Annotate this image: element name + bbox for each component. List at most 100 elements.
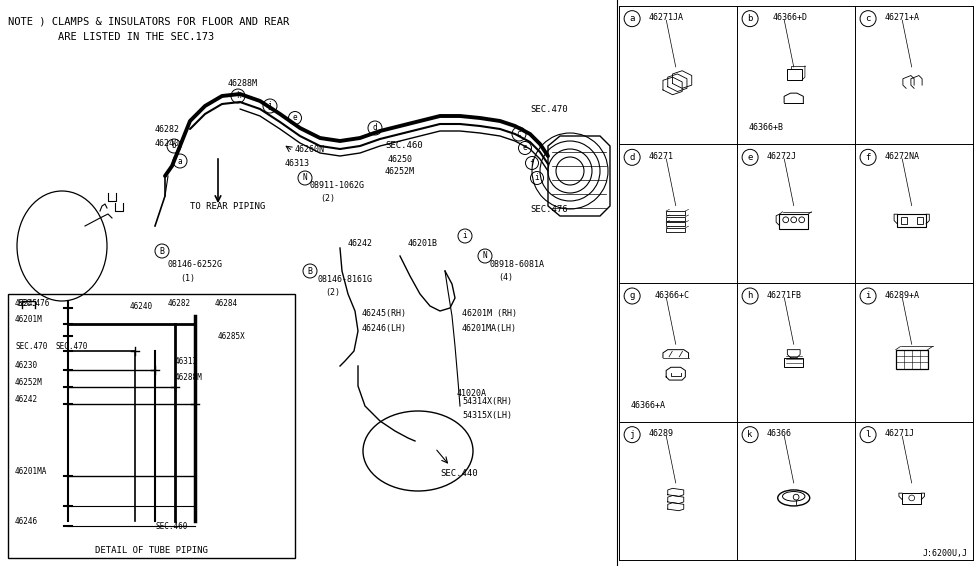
Text: 46313: 46313 [285,159,310,168]
Text: J:6200U,J: J:6200U,J [923,549,968,558]
Text: 46366+B: 46366+B [749,123,784,132]
Text: B: B [307,267,313,276]
Text: e: e [748,153,753,162]
Text: i: i [534,174,539,182]
Text: a: a [177,157,182,165]
Text: 46201B: 46201B [408,239,438,248]
Text: 46366+C: 46366+C [654,290,689,299]
Text: 54314X(RH): 54314X(RH) [462,397,512,406]
Text: (4): (4) [498,273,513,282]
Text: b: b [172,142,176,151]
Text: (2): (2) [320,194,335,203]
Text: d: d [372,123,377,132]
Text: DETAIL OF TUBE PIPING: DETAIL OF TUBE PIPING [96,546,208,555]
Text: 46366+A: 46366+A [631,401,666,410]
Text: 46252M: 46252M [15,378,43,387]
Bar [896,350,927,369]
Text: 46289: 46289 [648,429,674,438]
Text: j: j [268,101,272,110]
Text: 46245(RH): 46245(RH) [362,309,407,318]
Text: 46242: 46242 [15,395,38,404]
Text: SEC.440: SEC.440 [440,469,478,478]
Text: 46242: 46242 [348,239,373,248]
Text: 46201MA: 46201MA [15,467,48,476]
Text: 46282: 46282 [168,299,191,308]
Text: 46250: 46250 [388,155,413,164]
Text: SEC.470: SEC.470 [530,105,567,114]
Text: SEC.470: SEC.470 [15,342,48,351]
Text: SEC.470: SEC.470 [55,342,88,351]
Text: SEC.460: SEC.460 [385,141,422,150]
Text: 41020A: 41020A [457,389,487,398]
Text: i: i [463,231,467,241]
Text: 46246(LH): 46246(LH) [362,324,407,333]
Text: 46201MA(LH): 46201MA(LH) [462,324,517,333]
Text: 46201M: 46201M [15,315,43,324]
Text: f: f [529,158,534,168]
Text: i: i [866,291,871,301]
Text: e: e [292,114,297,122]
Bar [784,358,803,367]
Bar [666,228,685,232]
Text: 08146-6252G: 08146-6252G [168,260,223,269]
Text: N: N [302,174,307,182]
Text: (2): (2) [325,288,340,297]
Text: 46271: 46271 [648,152,674,161]
Text: 46271+A: 46271+A [884,13,919,22]
Text: a: a [630,14,635,23]
Text: 08918-6081A: 08918-6081A [490,260,545,269]
Text: 46271FB: 46271FB [766,290,801,299]
Text: e: e [523,144,527,152]
Text: SEC.460: SEC.460 [155,522,187,531]
Bar [916,217,923,224]
Text: 46240: 46240 [130,302,153,311]
Text: 46285X: 46285X [218,332,246,341]
Text: 46282: 46282 [155,125,180,134]
Text: B: B [160,247,165,255]
Bar [897,214,926,227]
Text: 46272NA: 46272NA [884,152,919,161]
Bar [901,217,907,224]
Text: 46230: 46230 [15,361,38,370]
Text: 46288M: 46288M [175,373,203,382]
Text: 46240: 46240 [155,139,180,148]
Bar [8,294,295,558]
Text: 46245: 46245 [15,299,38,308]
Text: 46246: 46246 [15,517,38,526]
Text: f: f [866,153,871,162]
Text: 46260N: 46260N [295,145,325,154]
Bar [788,69,801,80]
Text: 46271J: 46271J [884,429,915,438]
Text: k: k [748,430,753,439]
Text: d: d [630,153,635,162]
Text: j: j [630,430,635,439]
Text: 46366: 46366 [766,429,792,438]
Text: c: c [517,130,522,139]
Text: 08911-1062G: 08911-1062G [310,181,365,190]
Text: g: g [630,291,635,301]
Text: 46271JA: 46271JA [648,13,683,22]
Text: 46201M (RH): 46201M (RH) [462,309,517,318]
Text: 46313: 46313 [175,357,198,366]
Bar [779,214,808,229]
Bar [902,493,921,504]
Text: NOTE ) CLAMPS & INSULATORS FOR FLOOR AND REAR: NOTE ) CLAMPS & INSULATORS FOR FLOOR AND… [8,16,290,26]
Bar [666,222,685,226]
Text: 08146-8161G: 08146-8161G [317,275,372,284]
Text: 46272J: 46272J [766,152,797,161]
Text: l: l [866,430,871,439]
Bar [666,217,685,221]
Text: k: k [236,92,240,101]
Text: 46366+D: 46366+D [772,13,807,22]
Text: 54315X(LH): 54315X(LH) [462,411,512,420]
Text: c: c [866,14,871,23]
Text: N: N [483,251,488,260]
Bar [666,211,685,215]
Text: 46288M: 46288M [228,79,258,88]
Text: h: h [748,291,753,301]
Text: (1): (1) [180,274,195,283]
Text: ARE LISTED IN THE SEC.173: ARE LISTED IN THE SEC.173 [8,32,214,42]
Text: 46289+A: 46289+A [884,290,919,299]
Text: 46252M: 46252M [385,167,415,176]
Text: b: b [748,14,753,23]
